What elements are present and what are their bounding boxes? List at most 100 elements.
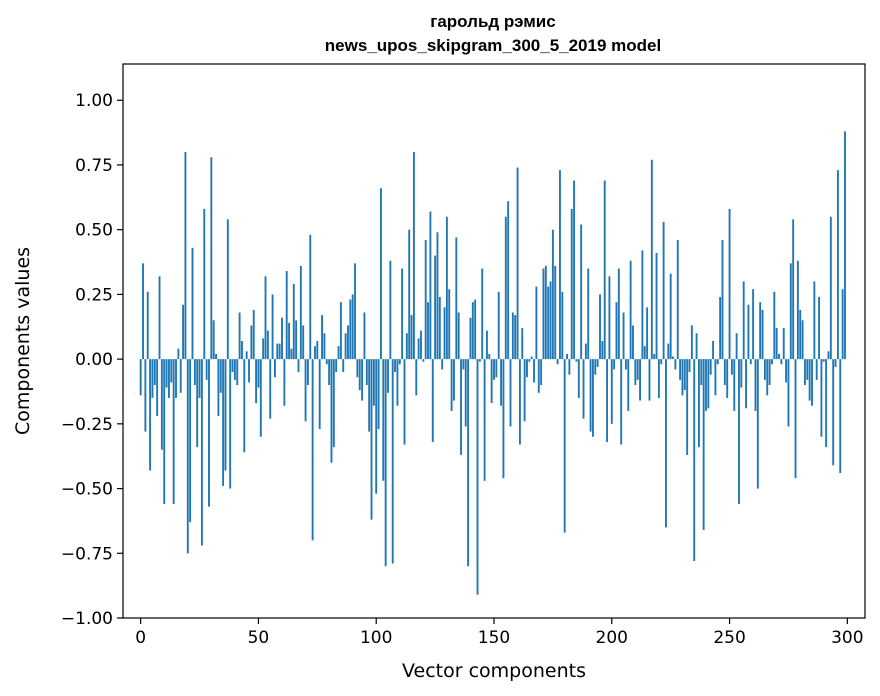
bar-220 [657, 359, 660, 398]
x-tick-label: 200 [596, 628, 628, 648]
bar-144 [478, 359, 481, 362]
x-tick-label: 150 [478, 628, 510, 648]
bar-214 [643, 346, 646, 360]
bar-193 [594, 359, 597, 375]
x-tick-label: 250 [713, 628, 745, 648]
bar-153 [500, 359, 503, 406]
bar-234 [690, 325, 693, 360]
bar-145 [481, 268, 484, 360]
bar-178 [559, 170, 561, 360]
bar-140 [469, 317, 472, 360]
bar-94 [361, 359, 364, 401]
bar-57 [273, 359, 276, 378]
bar-93 [358, 359, 361, 391]
bar-195 [599, 294, 601, 360]
bar-189 [584, 343, 587, 360]
bar-21 [189, 359, 192, 523]
bar-248 [723, 359, 726, 386]
bar-210 [634, 359, 637, 386]
bar-98 [370, 359, 373, 520]
bar-39 [231, 359, 234, 373]
bar-32 [215, 353, 217, 360]
bar-227 [674, 359, 677, 370]
bar-250 [728, 208, 731, 360]
bar-149 [490, 359, 493, 404]
bar-267 [768, 359, 771, 386]
bar-146 [483, 359, 486, 481]
bar-275 [787, 359, 790, 427]
bar-247 [721, 240, 724, 360]
bar-173 [547, 286, 550, 360]
bar-96 [365, 359, 368, 386]
bar-242 [709, 359, 712, 375]
bar-24 [196, 359, 199, 448]
y-tick-label: 0.00 [75, 350, 113, 370]
bar-121 [424, 240, 427, 360]
bar-15 [175, 359, 177, 398]
bar-131 [448, 289, 451, 360]
bar-133 [453, 359, 455, 401]
bar-55 [269, 359, 272, 419]
bar-136 [460, 359, 462, 455]
bar-258 [747, 304, 750, 360]
bar-185 [575, 359, 578, 362]
bar-97 [368, 359, 371, 432]
bar-260 [752, 289, 755, 360]
y-tick-label: 0.75 [75, 156, 113, 176]
bar-43 [241, 341, 243, 360]
bar-215 [646, 307, 649, 360]
bar-78 [323, 333, 326, 360]
bar-92 [356, 359, 359, 378]
bar-270 [775, 328, 778, 360]
bar-70 [304, 359, 307, 422]
plot-frame [122, 63, 866, 619]
bar-101 [377, 359, 380, 430]
bar-4 [149, 359, 152, 471]
bar-228 [676, 240, 679, 360]
bar-171 [542, 268, 545, 360]
bar-176 [554, 265, 557, 360]
bar-272 [780, 359, 783, 365]
bar-122 [427, 302, 429, 360]
bar-108 [394, 359, 397, 373]
bar-158 [511, 312, 514, 360]
bar-187 [580, 224, 583, 360]
bar-142 [474, 299, 477, 360]
bar-182 [568, 359, 571, 375]
bar-44 [243, 359, 246, 453]
bar-118 [417, 338, 420, 360]
bar-26 [200, 359, 203, 546]
bar-58 [276, 343, 279, 360]
bar-7 [156, 359, 159, 417]
bar-257 [745, 359, 747, 409]
bar-12 [167, 359, 170, 398]
bar-111 [401, 268, 404, 360]
bar-163 [523, 359, 526, 422]
bar-174 [549, 281, 552, 360]
bar-120 [422, 359, 425, 362]
bar-207 [627, 359, 630, 411]
bar-0 [139, 359, 142, 396]
bar-99 [372, 359, 375, 406]
y-axis-label: Components values [12, 247, 34, 435]
bar-286 [813, 281, 816, 360]
bar-14 [172, 359, 175, 505]
bar-200 [610, 359, 613, 424]
x-axis-label: Vector components [402, 660, 586, 682]
bar-138 [464, 359, 467, 427]
bar-201 [613, 359, 616, 370]
bar-128 [441, 359, 444, 370]
bar-166 [530, 356, 533, 360]
bar-56 [271, 294, 274, 360]
bar-263 [759, 302, 762, 360]
bar-152 [497, 291, 500, 360]
bar-169 [537, 359, 540, 393]
bar-150 [493, 359, 495, 380]
bar-254 [738, 359, 740, 505]
bar-156 [507, 201, 510, 360]
bar-266 [766, 359, 769, 396]
y-tick-label: 0.50 [75, 221, 113, 241]
x-tick-label: 50 [248, 628, 270, 648]
bar-25 [198, 359, 201, 398]
